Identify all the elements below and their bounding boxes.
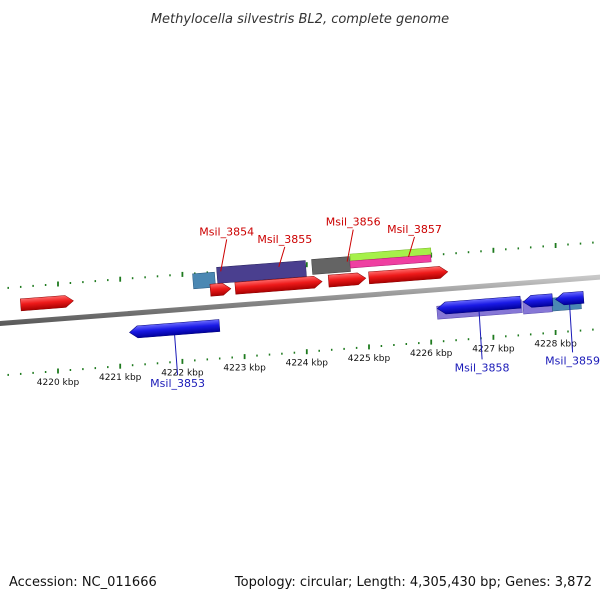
kbp-label: 4224 kbp bbox=[286, 359, 329, 369]
label-leader-line bbox=[478, 311, 483, 360]
forward-gene-arrow[interactable] bbox=[234, 275, 323, 295]
gene-label[interactable]: Msil_3854 bbox=[199, 225, 254, 238]
reverse-gene-arrow[interactable] bbox=[555, 291, 585, 306]
kbp-label: 4227 kbp bbox=[472, 344, 515, 354]
label-leader-line bbox=[220, 239, 228, 272]
label-leader-line bbox=[346, 229, 354, 262]
kbp-label: 4221 kbp bbox=[99, 373, 142, 383]
accession-label: Accession: NC_011666 bbox=[9, 575, 157, 590]
label-leader-line bbox=[278, 246, 286, 268]
genome-backbone bbox=[0, 274, 600, 327]
reverse-gene-arrow[interactable] bbox=[522, 293, 554, 308]
forward-gene-arrow[interactable] bbox=[327, 272, 367, 288]
kbp-label: 4226 kbp bbox=[410, 349, 453, 359]
gene-label[interactable]: Msil_3855 bbox=[257, 233, 312, 246]
domain-track bbox=[349, 254, 432, 269]
forward-gene-arrow[interactable] bbox=[368, 266, 449, 285]
gene-label[interactable]: Msil_3853 bbox=[150, 377, 205, 390]
genome-summary-label: Topology: circular; Length: 4,305,430 bp… bbox=[234, 575, 592, 590]
kbp-label: 4220 kbp bbox=[37, 378, 80, 388]
gene-label[interactable]: Msil_3858 bbox=[455, 361, 510, 374]
reverse-gene-arrow[interactable] bbox=[129, 319, 221, 339]
forward-gene-arrow[interactable] bbox=[19, 295, 74, 312]
kbp-labels: 4220 kbp 4221 kbp 4222 kbp 4223 kbp 4224 kbp… bbox=[37, 340, 577, 389]
gene-features bbox=[19, 266, 585, 339]
label-leader-line bbox=[569, 304, 574, 353]
kbp-label: 4222 kbp bbox=[161, 368, 204, 378]
kbp-label: 4223 kbp bbox=[223, 364, 266, 374]
reverse-gene-arrow[interactable] bbox=[436, 295, 522, 315]
domain-track bbox=[216, 260, 307, 284]
reverse-scale-ticks bbox=[7, 328, 594, 376]
gene-label[interactable]: Msil_3856 bbox=[326, 216, 381, 229]
forward-gene-arrow[interactable] bbox=[209, 282, 232, 297]
domain-annotation-tracks bbox=[192, 247, 582, 320]
label-leader-line bbox=[408, 236, 415, 258]
map-title: Methylocella silvestris BL2, complete ge… bbox=[151, 12, 449, 27]
kbp-label: 4225 kbp bbox=[348, 354, 391, 364]
label-leader-line bbox=[174, 334, 179, 376]
domain-track bbox=[311, 256, 351, 275]
gene-label[interactable]: Msil_3857 bbox=[387, 223, 442, 236]
kbp-label: 4228 kbp bbox=[534, 340, 577, 350]
gene-label[interactable]: Msil_3859 bbox=[545, 354, 600, 367]
